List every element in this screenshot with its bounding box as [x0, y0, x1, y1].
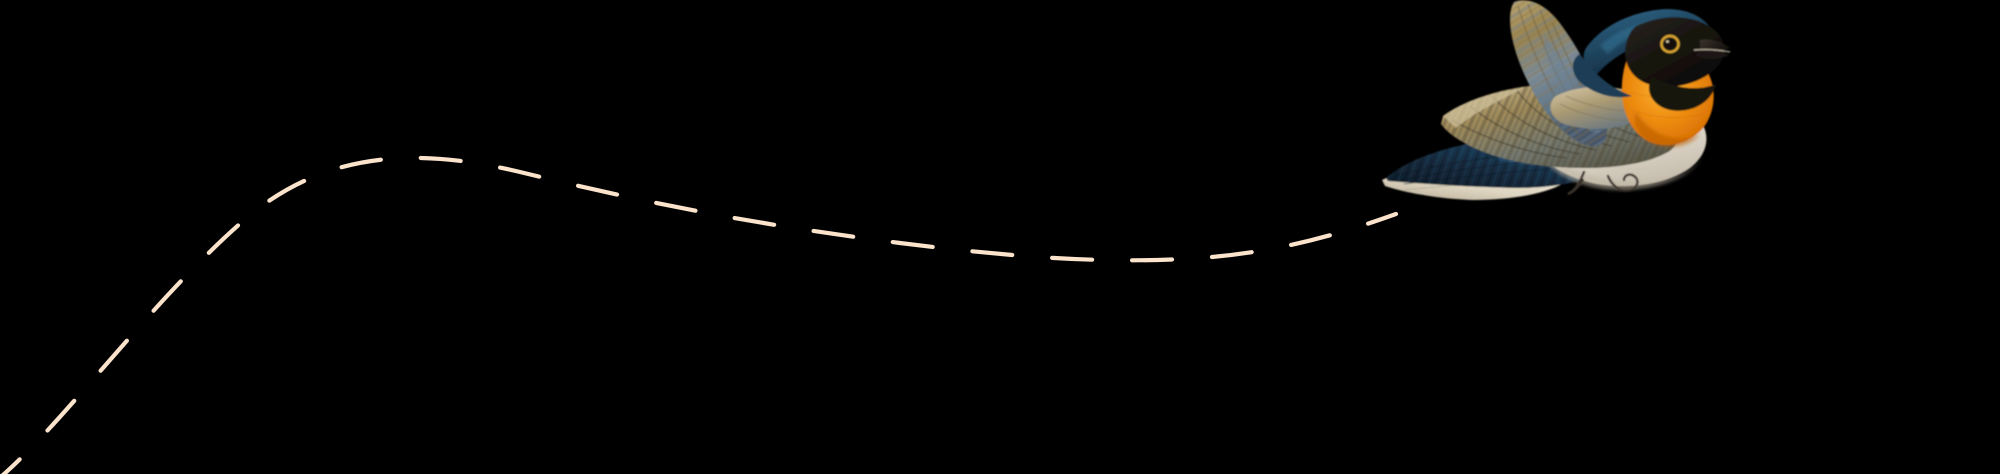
- eye-pupil: [1664, 39, 1676, 49]
- dashed-flight-path: [0, 155, 1399, 474]
- eye-glint: [1666, 40, 1669, 43]
- foot-right: [1606, 173, 1639, 192]
- flying-swallow-illustration: [1382, 0, 1731, 200]
- bird-eye: [1660, 34, 1680, 54]
- head-nape: [1572, 54, 1632, 98]
- bird-beak: [1693, 39, 1731, 59]
- cheek-mask: [1648, 76, 1716, 111]
- bird-feet: [1567, 170, 1639, 196]
- beak-upper: [1700, 39, 1730, 52]
- throat-shadow: [1634, 112, 1700, 148]
- beak-lower: [1696, 50, 1729, 59]
- eye-ring: [1660, 34, 1680, 54]
- bird-head: [1572, 9, 1731, 111]
- lower-wing-pale-tips: [1443, 88, 1524, 128]
- beak-gape-line: [1693, 49, 1731, 53]
- crown-sheen: [1600, 20, 1666, 54]
- foot-left: [1567, 170, 1586, 196]
